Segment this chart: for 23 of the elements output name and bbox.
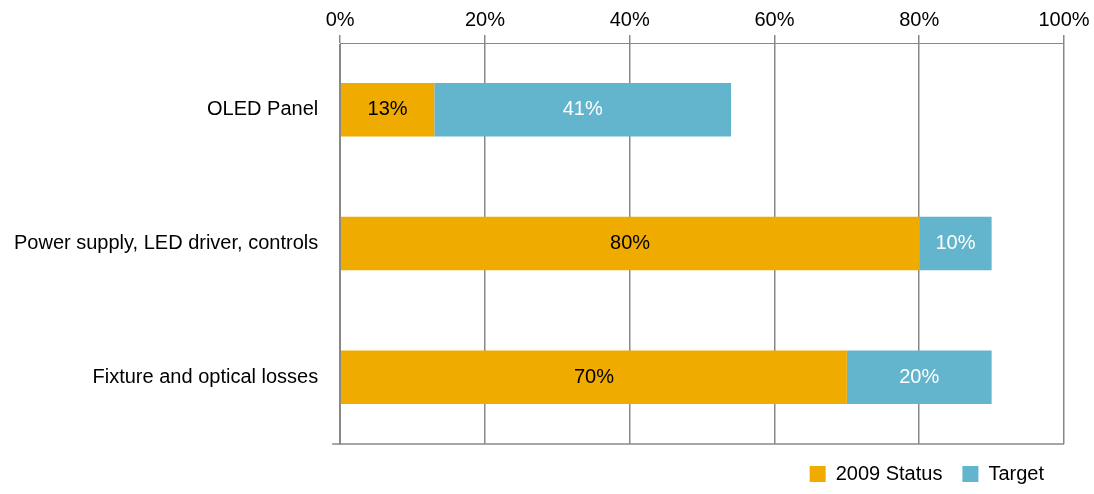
- bar: [340, 216, 920, 271]
- data-label: 41%: [562, 97, 603, 120]
- x-tick-label: 80%: [899, 7, 940, 30]
- y-tick-label: Fixture and optical losses: [92, 364, 319, 387]
- x-tick-label: 20%: [464, 7, 506, 30]
- bar: [340, 83, 435, 137]
- x-tick-label: 60%: [754, 7, 795, 30]
- x-tick-label: 100%: [1038, 7, 1090, 30]
- x-tick-label: 0%: [325, 7, 355, 30]
- data-label: 10%: [935, 231, 976, 254]
- bar: [846, 350, 992, 404]
- data-label: 80%: [610, 231, 651, 254]
- y-tick-label: Power supply, LED driver, controls: [14, 231, 319, 254]
- legend-label: 2009 Status: [835, 461, 943, 484]
- bar: [434, 83, 732, 137]
- data-label: 20%: [899, 364, 940, 387]
- y-tick-label: OLED Panel: [207, 97, 319, 120]
- bar: [919, 216, 992, 271]
- data-label: 70%: [573, 364, 615, 387]
- bar: [340, 350, 847, 404]
- data-label: 13%: [367, 97, 408, 120]
- x-tick-label: 40%: [609, 7, 650, 30]
- legend-label: Target: [988, 461, 1045, 484]
